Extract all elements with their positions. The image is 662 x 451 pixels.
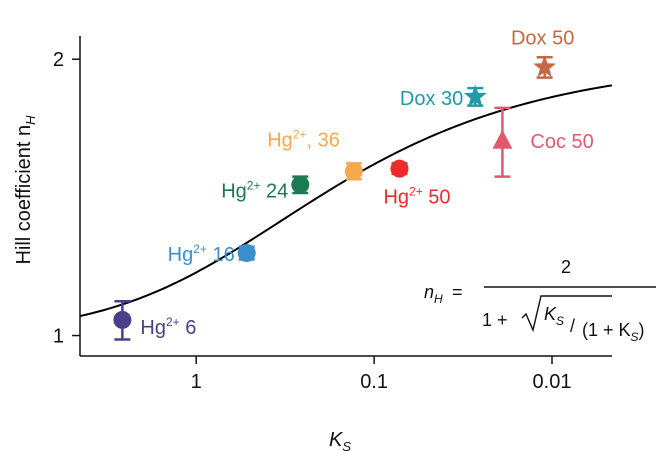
data-point	[344, 162, 363, 181]
point-label: Hg2+ 16	[168, 242, 235, 266]
x-tick-label: 0.1	[360, 371, 388, 393]
point-label: Dox 30	[400, 88, 463, 110]
formula-den-prefix: 1 +	[482, 310, 508, 330]
triangle-marker	[492, 129, 513, 149]
y-tick-label: 2	[53, 49, 64, 71]
point-label: Hg2+, 36	[267, 127, 340, 151]
axes	[79, 36, 612, 357]
data-point	[492, 106, 513, 178]
circle-marker	[237, 244, 256, 263]
formula-den-tail: (1 + KS)	[582, 320, 645, 344]
point-label: Hg2+ 50	[383, 185, 450, 209]
x-tick-label: 1	[191, 371, 202, 393]
circle-marker	[390, 159, 409, 178]
hill-formula: nH = 2 1 + KS / (1 + KS)	[424, 257, 656, 344]
data-point	[113, 299, 132, 341]
y-axis-title: Hill coefficient nH	[13, 115, 38, 265]
circle-marker	[344, 162, 363, 181]
x-axis-title: KS	[329, 429, 351, 451]
formula-slash: /	[570, 316, 575, 336]
point-labels: Hg2+ 6 Hg2+ 16 Hg2+ 24 Hg2+, 36 Hg2+ 50 Coc 5…	[140, 27, 593, 339]
star-marker	[463, 84, 487, 107]
x-tick-label: 0.01	[533, 371, 572, 393]
data-points	[113, 55, 557, 341]
data-point	[533, 55, 557, 79]
point-label: Hg2+ 24	[221, 179, 288, 203]
star-marker	[533, 55, 557, 77]
data-point	[390, 159, 409, 178]
formula-numerator: 2	[561, 257, 571, 277]
formula-equals: =	[452, 282, 463, 302]
formula-sqrt-sign	[521, 295, 612, 333]
point-label: Coc 50	[530, 131, 593, 153]
data-point	[237, 244, 256, 263]
data-point	[463, 84, 487, 107]
ticks: 1 0.1 0.01 1 2	[53, 49, 572, 393]
circle-marker	[291, 175, 310, 194]
point-label: Dox 50	[511, 27, 574, 49]
data-point	[291, 175, 310, 195]
y-tick-label: 1	[53, 326, 64, 348]
circle-marker	[113, 310, 132, 329]
formula-lhs: nH	[424, 282, 443, 306]
model-curve	[79, 84, 613, 318]
formula-ks: KS	[544, 304, 564, 328]
point-label: Hg2+ 6	[140, 315, 196, 339]
